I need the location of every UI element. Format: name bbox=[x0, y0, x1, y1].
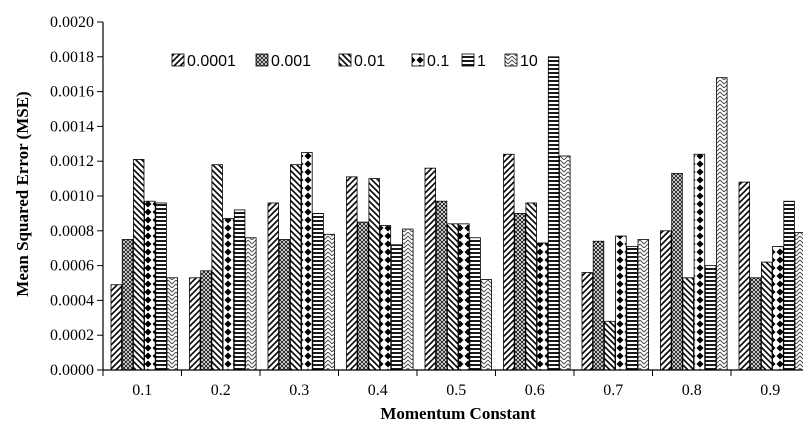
bar-0.01-0.8 bbox=[682, 277, 694, 371]
bar-10-0.8 bbox=[716, 77, 728, 371]
bar-0.001-0.9 bbox=[749, 277, 762, 371]
legend-label-10: 10 bbox=[520, 53, 538, 70]
x-tick-label: 0.5 bbox=[446, 382, 466, 399]
bar-10-0.6 bbox=[559, 155, 571, 371]
bar-0.0001-0.2 bbox=[189, 277, 201, 371]
y-tick-label: 0.0014 bbox=[50, 118, 94, 135]
bar-0.001-0.1 bbox=[121, 239, 134, 371]
bar-0.001-0.3 bbox=[278, 239, 291, 371]
y-tick-label: 0.0018 bbox=[50, 49, 94, 66]
legend-swatch-0.01 bbox=[338, 53, 352, 67]
bar-0.1-0.4 bbox=[379, 225, 392, 371]
y-tick-label: 0.0002 bbox=[50, 327, 94, 344]
y-axis-title: Mean Squared Error (MSE) bbox=[13, 91, 32, 296]
bars-group bbox=[110, 56, 803, 371]
legend-swatch-1 bbox=[461, 53, 475, 67]
y-tick-label: 0.0016 bbox=[50, 84, 94, 101]
x-axis-ticks: 0.1 0.2 0.3 0.4 0.5 0.6 0.7 0.8 0.9 bbox=[102, 370, 780, 399]
x-tick-label: 0.7 bbox=[603, 382, 623, 399]
x-tick-label: 0.2 bbox=[211, 382, 231, 399]
bar-1-0.8 bbox=[704, 265, 717, 371]
x-axis-title: Momentum Constant bbox=[380, 404, 536, 423]
y-tick-label: 0.0006 bbox=[50, 258, 94, 275]
bar-10-0.3 bbox=[323, 233, 336, 371]
bar-0.1-0.1 bbox=[144, 200, 156, 371]
bar-0.0001-0.9 bbox=[738, 181, 751, 371]
bar-0.1-0.6 bbox=[536, 242, 549, 371]
bar-0.0001-0.4 bbox=[346, 176, 358, 371]
bar-0.01-0.6 bbox=[525, 202, 537, 371]
legend-label-1: 1 bbox=[477, 53, 486, 70]
bar-0.01-0.7 bbox=[604, 320, 616, 371]
legend-swatch-0.1 bbox=[411, 53, 425, 67]
bar-0.01-0.1 bbox=[132, 159, 145, 371]
x-tick-label: 0.4 bbox=[368, 382, 388, 399]
x-tick-label: 0.6 bbox=[525, 382, 545, 399]
bar-1-0.7 bbox=[626, 246, 638, 371]
bar-1-0.5 bbox=[469, 237, 481, 371]
bar-0.01-0.4 bbox=[368, 178, 380, 371]
bar-0.0001-0.5 bbox=[424, 167, 437, 371]
x-tick-label: 0.3 bbox=[289, 382, 309, 399]
bar-0.1-0.8 bbox=[693, 153, 706, 371]
bar-10-0.7 bbox=[637, 239, 650, 371]
bar-0.0001-0.8 bbox=[660, 230, 672, 371]
bar-10-0.4 bbox=[402, 228, 414, 371]
bar-0.0001-0.7 bbox=[581, 272, 594, 371]
bar-0.001-0.5 bbox=[435, 200, 448, 371]
legend-swatch-10 bbox=[504, 53, 518, 67]
y-tick-label: 0.0012 bbox=[50, 153, 94, 170]
bar-0.001-0.4 bbox=[357, 221, 369, 371]
legend: 0.0001 0.001 0.01 0.1 1 10 bbox=[171, 53, 538, 70]
bar-0.01-0.5 bbox=[446, 223, 459, 371]
bar-10-0.5 bbox=[480, 279, 493, 371]
y-tick-label: 0.0000 bbox=[50, 362, 94, 379]
bar-0.1-0.3 bbox=[301, 152, 313, 371]
bar-10-0.2 bbox=[245, 237, 257, 371]
x-tick-label: 0.8 bbox=[682, 382, 702, 399]
bar-1-0.2 bbox=[233, 209, 246, 371]
bar-0.1-0.9 bbox=[772, 246, 784, 371]
bar-1-0.3 bbox=[312, 212, 324, 371]
axes bbox=[102, 22, 803, 371]
bar-0.001-0.2 bbox=[200, 270, 212, 371]
legend-label-0.1: 0.1 bbox=[427, 53, 449, 70]
bar-0.1-0.5 bbox=[458, 223, 470, 371]
y-tick-label: 0.0020 bbox=[50, 14, 94, 31]
legend-label-0.0001: 0.0001 bbox=[187, 53, 236, 70]
bar-0.0001-0.3 bbox=[267, 202, 280, 371]
bar-1-0.6 bbox=[547, 56, 560, 371]
y-tick-label: 0.0010 bbox=[50, 188, 94, 205]
bar-1-0.9 bbox=[783, 200, 795, 371]
legend-label-0.01: 0.01 bbox=[354, 53, 385, 70]
bar-0.01-0.3 bbox=[289, 164, 302, 371]
bar-10-0.1 bbox=[166, 277, 179, 371]
bar-0.1-0.7 bbox=[615, 235, 627, 371]
bar-0.01-0.9 bbox=[761, 261, 773, 371]
bar-0.0001-0.6 bbox=[503, 153, 515, 371]
bar-1-0.1 bbox=[155, 202, 167, 371]
bar-1-0.4 bbox=[390, 244, 403, 371]
legend-swatch-0.0001 bbox=[171, 53, 185, 67]
legend-label-0.001: 0.001 bbox=[271, 53, 311, 70]
bar-10-0.9 bbox=[794, 232, 803, 371]
y-tick-label: 0.0004 bbox=[50, 292, 94, 309]
x-tick-label: 0.9 bbox=[760, 382, 780, 399]
bar-0.1-0.2 bbox=[222, 218, 235, 371]
bar-0.001-0.8 bbox=[671, 172, 683, 371]
y-axis-ticks: 0.0000 0.0002 0.0004 0.0006 0.0008 0.0010 0.00… bbox=[50, 14, 103, 379]
x-tick-label: 0.1 bbox=[132, 382, 152, 399]
bar-0.001-0.7 bbox=[592, 240, 605, 371]
legend-swatch-0.001 bbox=[255, 53, 269, 67]
bar-0.001-0.6 bbox=[514, 212, 526, 371]
bar-0.0001-0.1 bbox=[110, 284, 123, 371]
bar-0.01-0.2 bbox=[211, 164, 223, 371]
y-tick-label: 0.0008 bbox=[50, 223, 94, 240]
